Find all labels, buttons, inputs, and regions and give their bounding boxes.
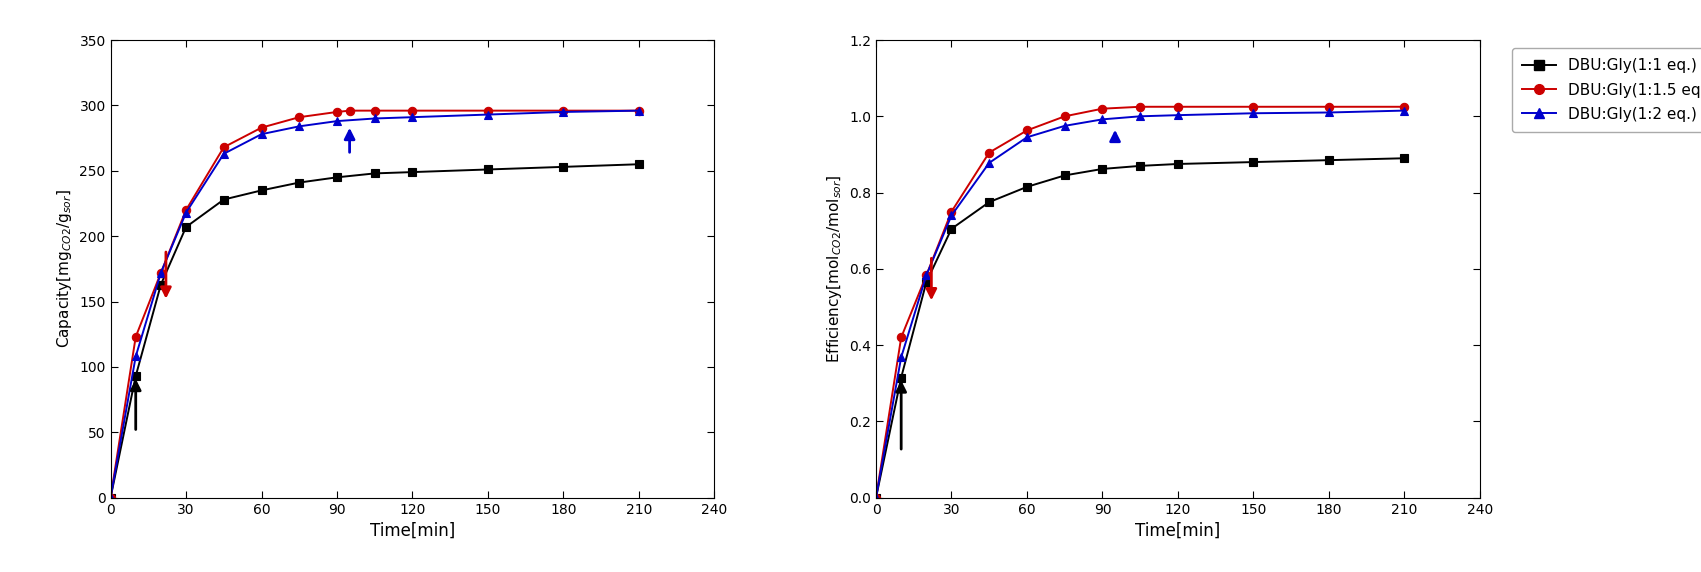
X-axis label: Time[min]: Time[min] [1135,522,1221,540]
Y-axis label: Capacity[mg$_{CO2}$/g$_{sor}$]: Capacity[mg$_{CO2}$/g$_{sor}$] [54,189,73,348]
Y-axis label: Efficiency[mol$_{CO2}$/mol$_{sor}$]: Efficiency[mol$_{CO2}$/mol$_{sor}$] [825,174,844,363]
Legend: DBU:Gly(1:1 eq.), DBU:Gly(1:1.5 eq.), DBU:Gly(1:2 eq.): DBU:Gly(1:1 eq.), DBU:Gly(1:1.5 eq.), DB… [1512,47,1701,132]
X-axis label: Time[min]: Time[min] [369,522,456,540]
